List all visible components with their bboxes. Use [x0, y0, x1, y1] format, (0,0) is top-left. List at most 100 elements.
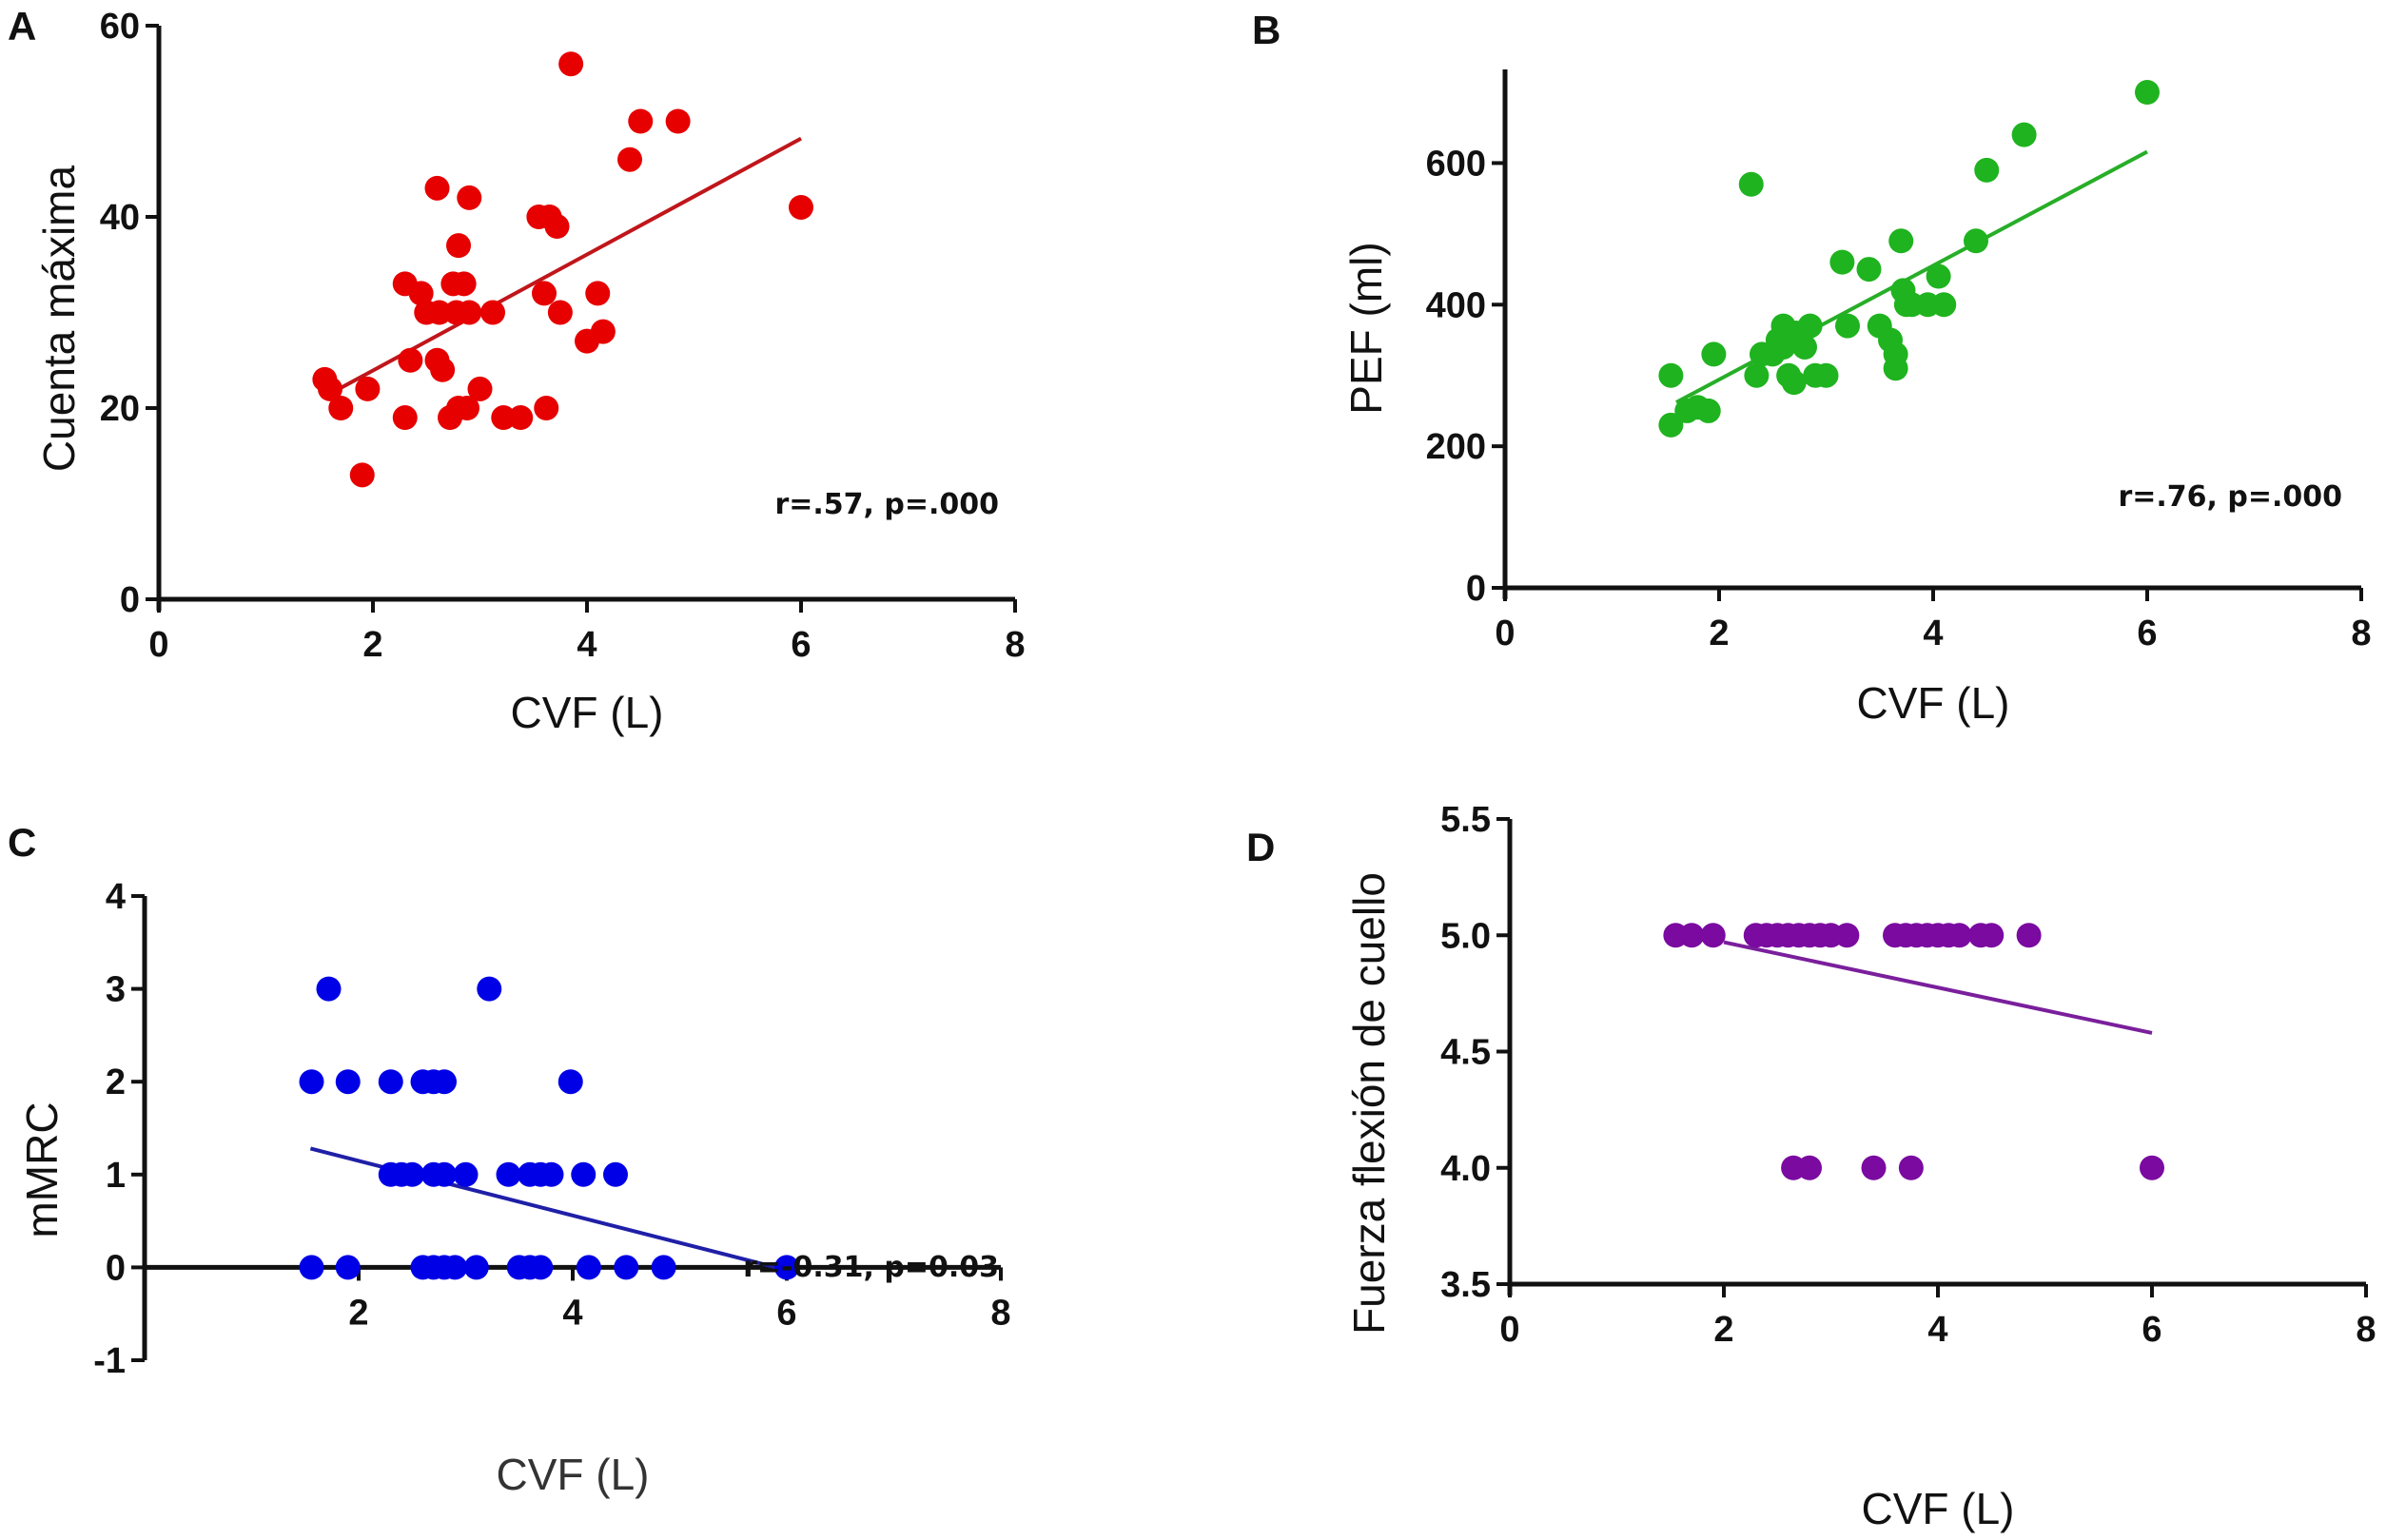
data-point-b	[2135, 80, 2160, 105]
data-point-a	[349, 462, 375, 488]
data-point-a	[547, 300, 573, 325]
axes-d: 3.5 4.0 4.5 5.0 5.5 0 2 4 6 8	[1440, 800, 2376, 1350]
y-axis-title-b: PEF (ml)	[1341, 242, 1391, 414]
data-point-d	[1797, 1155, 1822, 1180]
y-tick-label-d: 4.5	[1440, 1033, 1491, 1073]
x-tick-label-d: 6	[2142, 1310, 2161, 1350]
data-point-a	[355, 376, 381, 401]
axes-b: 0 200 400 600 0 2 4 6 8	[1426, 69, 2372, 653]
y-tick-label-c: 2	[106, 1062, 126, 1102]
data-point-d	[1946, 923, 1972, 948]
y-tick-label-b: 600	[1426, 144, 1486, 184]
y-tick-label-a: 60	[100, 7, 140, 47]
data-point-a	[455, 396, 479, 420]
x-tick-label-c: 4	[562, 1293, 582, 1333]
data-point-c	[335, 1069, 361, 1095]
x-tick-label-c: 8	[990, 1293, 1010, 1333]
x-tick-label-b: 8	[2351, 614, 2371, 653]
data-point-a	[424, 175, 450, 201]
data-point-c	[316, 976, 342, 1002]
y-tick-label-c: 3	[106, 970, 126, 1010]
panel-label-d: D	[1246, 825, 1275, 869]
x-axis-title-a: CVF (L)	[511, 688, 664, 737]
y-tick-label-a: 20	[100, 389, 140, 429]
data-point-b	[1829, 249, 1855, 275]
data-point-b	[1792, 334, 1817, 360]
data-point-c	[299, 1255, 324, 1280]
data-point-a	[558, 51, 584, 77]
data-point-d	[1979, 923, 2005, 948]
trendline-d	[1723, 940, 2153, 1035]
y-tick-label-c: -1	[93, 1341, 126, 1381]
x-tick-label-a: 4	[577, 625, 596, 665]
x-tick-label-a: 8	[1005, 625, 1025, 665]
data-point-c	[576, 1255, 601, 1280]
x-tick-label-d: 4	[1927, 1310, 1947, 1350]
data-point-a	[398, 347, 423, 373]
stat-annotation-c: r=-0.31, p=0.03	[743, 1251, 999, 1284]
data-point-a	[430, 357, 456, 382]
panel-label-b: B	[1252, 8, 1281, 52]
data-point-c	[299, 1069, 324, 1095]
stat-annotation-a: r=.57, p=.000	[774, 488, 999, 521]
data-point-d	[1700, 923, 1726, 948]
y-axis-title-a: Cuenta máxima	[34, 166, 84, 473]
data-point-c	[528, 1255, 554, 1280]
x-tick-label-c: 6	[776, 1293, 796, 1333]
data-point-d	[1898, 1155, 1924, 1180]
y-tick-label-b: 400	[1426, 285, 1486, 325]
data-point-a	[480, 300, 505, 325]
x-tick-label-a: 6	[791, 625, 811, 665]
data-point-a	[617, 146, 642, 172]
data-point-b	[1797, 313, 1823, 339]
data-point-c	[571, 1161, 596, 1187]
panel-a: A 0 20 40 60 0 2 4 6 8 Cuenta máxima CVF (L) r=.…	[8, 4, 1026, 737]
data-point-a	[544, 214, 570, 240]
data-point-c	[442, 1255, 468, 1280]
data-point-c	[614, 1255, 639, 1280]
data-point-b	[1883, 356, 1908, 381]
x-tick-label-b: 4	[1923, 614, 1943, 653]
data-point-b	[1695, 398, 1721, 423]
x-axis-title-d: CVF (L)	[1862, 1484, 2015, 1533]
y-tick-label-d: 4.0	[1440, 1149, 1491, 1189]
data-point-a	[457, 300, 482, 325]
x-axis-title-b: CVF (L)	[1857, 678, 2010, 728]
data-point-c	[477, 976, 502, 1002]
panel-c: C -1 0 1 2 3 4 2 4 6 8 mMRC CVF (L) r=-0.31, p=0.…	[8, 820, 1011, 1499]
data-point-a	[590, 319, 616, 344]
panel-b: B 0 200 400 600 0 2 4 6 8 PEF (ml) CVF (L) r=.76…	[1252, 8, 2372, 728]
data-point-b	[1856, 257, 1882, 283]
y-tick-label-c: 1	[106, 1156, 126, 1196]
y-tick-label-a: 0	[120, 580, 140, 620]
data-point-b	[1931, 292, 1957, 318]
data-point-c	[453, 1161, 479, 1187]
y-axis-title-c: mMRC	[17, 1101, 67, 1238]
x-tick-label-d: 2	[1713, 1310, 1733, 1350]
x-tick-label-b: 2	[1709, 614, 1729, 653]
data-point-c	[651, 1255, 676, 1280]
data-point-b	[1658, 412, 1684, 438]
data-point-d	[2016, 923, 2042, 948]
data-point-d	[2140, 1155, 2164, 1180]
stat-annotation-b: r=.76, p=.000	[2118, 480, 2342, 514]
data-point-b	[1926, 263, 1951, 289]
panel-d: D 3.5 4.0 4.5 5.0 5.5 0 2 4 6 8 Fuerza flexión de…	[1246, 800, 2376, 1533]
data-point-a	[491, 405, 517, 431]
axes-c: -1 0 1 2 3 4 2 4 6 8	[93, 877, 1010, 1381]
y-tick-label-d: 3.5	[1440, 1265, 1491, 1305]
data-point-c	[378, 1069, 403, 1095]
y-tick-label-d: 5.5	[1440, 800, 1491, 840]
data-point-b	[1835, 313, 1860, 339]
x-tick-label-a: 2	[362, 625, 382, 665]
y-tick-label-b: 0	[1466, 569, 1486, 609]
data-point-c	[400, 1161, 425, 1187]
data-point-c	[774, 1255, 799, 1280]
data-point-d	[1679, 923, 1705, 948]
data-point-a	[457, 185, 482, 210]
data-point-b	[1974, 157, 2000, 183]
axes-a: 0 20 40 60 0 2 4 6 8	[100, 7, 1026, 665]
x-tick-label-b: 6	[2137, 614, 2157, 653]
data-point-a	[451, 271, 477, 297]
data-point-c	[432, 1161, 457, 1187]
